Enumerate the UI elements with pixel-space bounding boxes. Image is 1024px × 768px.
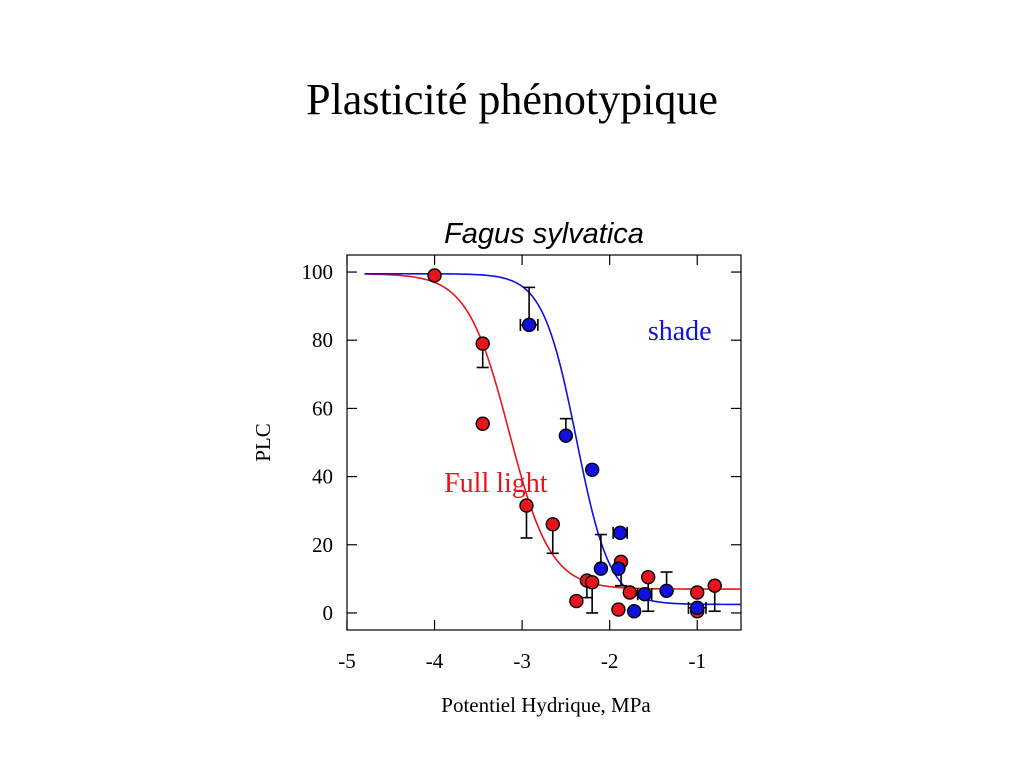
data-point-full-light [545,517,560,532]
data-point-shade [558,428,574,443]
y-tick-label: 0 [323,601,334,625]
data-point-full-light [640,569,656,585]
data-point-shade [593,561,609,576]
slide-title: Plasticité phénotypique [306,75,718,124]
data-point-full-light [569,593,584,609]
data-point-shade [637,587,652,602]
y-tick-label: 40 [312,465,333,489]
y-tick-label: 100 [302,260,334,284]
chart-title: Fagus sylvatica [444,218,644,250]
data-point-shade [612,525,628,541]
data-point-shade [611,561,626,576]
x-tick-label: -1 [688,649,706,673]
data-point-shade [626,604,642,619]
x-tick-label: -2 [601,649,619,673]
x-axis-label: Potentiel Hydrique, MPa [441,693,651,717]
y-tick-label: 80 [312,328,333,352]
plot-frame [346,254,742,631]
data-point-shade [690,600,705,616]
data-point-shade [659,583,674,598]
fit-curve-full-light [364,273,741,590]
data-point-full-light [584,575,600,590]
data-point-full-light [622,585,638,600]
x-tick-label: -4 [426,649,444,673]
series-label-shade: shade [648,316,712,347]
fit-curve-shade [364,272,741,606]
y-tick-label: 20 [312,533,333,557]
x-tick-label: -5 [338,649,356,673]
data-point-shade [521,317,537,333]
series-label-full-light: Full light [444,468,548,499]
y-axis-label: PLC [251,423,275,462]
data-point-full-light [475,416,490,431]
y-tick-label: 60 [312,396,333,420]
data-point-full-light [611,602,626,617]
data-point-full-light [427,268,442,283]
data-point-shade [584,462,600,477]
data-point-full-light [475,336,490,351]
data-point-full-light [690,585,705,600]
data-point-full-light [519,498,534,513]
data-point-full-light [707,578,722,593]
x-tick-label: -3 [513,649,531,673]
